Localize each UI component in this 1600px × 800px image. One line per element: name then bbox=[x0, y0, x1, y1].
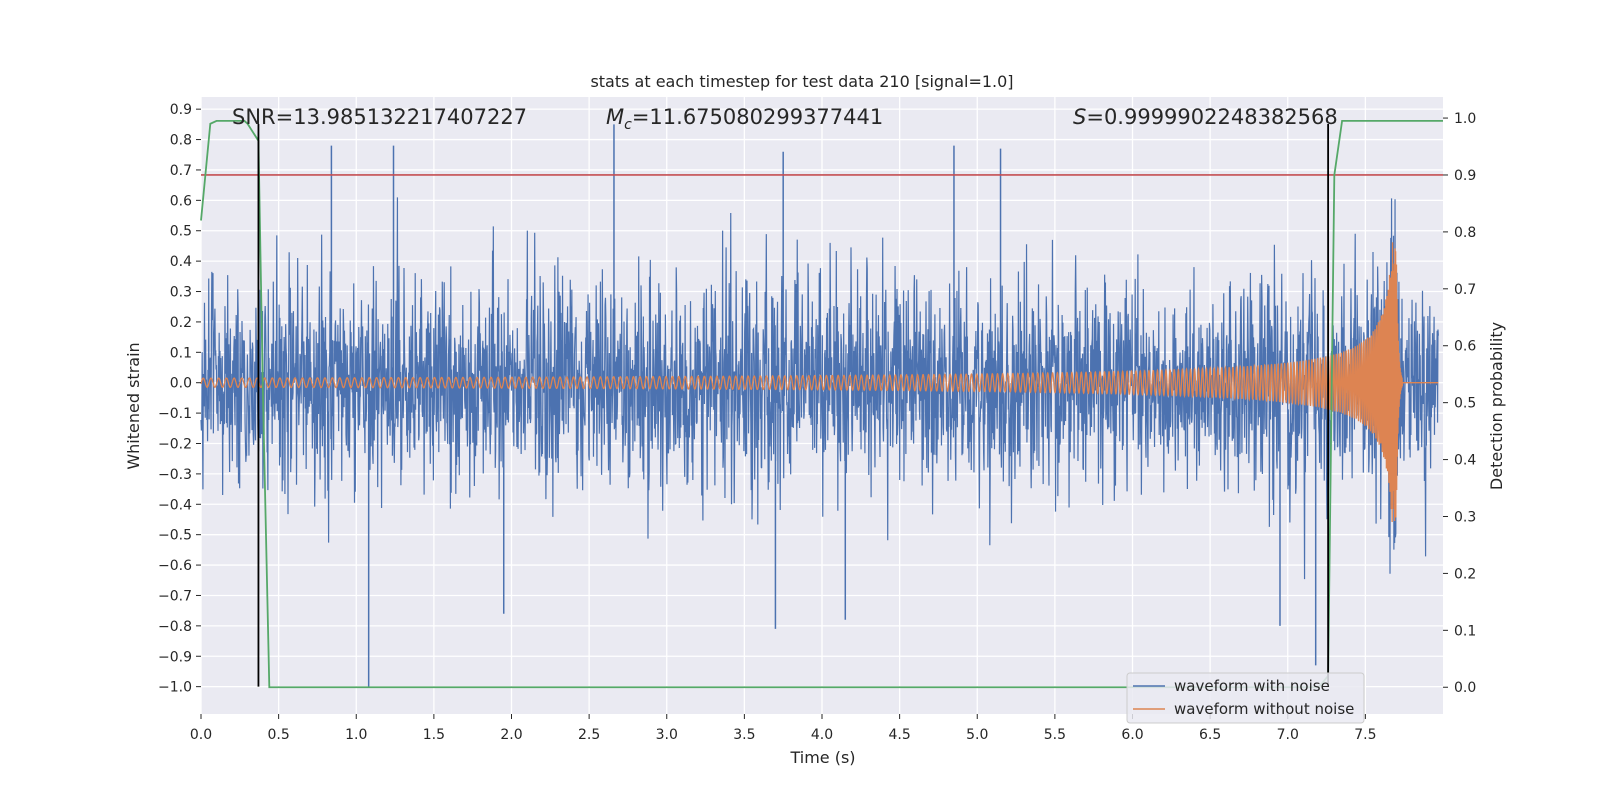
noisy-waveform-line bbox=[200, 197, 1439, 580]
legend: waveform with noise waveform without noi… bbox=[1126, 672, 1365, 724]
clean-waveform-line bbox=[200, 242, 1439, 523]
x-tick-label: 0.0 bbox=[190, 727, 212, 743]
y-tick-label-right: 0.2 bbox=[1454, 566, 1476, 582]
x-tick-label: 5.0 bbox=[966, 727, 988, 743]
s-symbol: S bbox=[1073, 105, 1086, 129]
chirp-mass-subscript: c bbox=[624, 117, 632, 133]
x-tick-label: 4.0 bbox=[811, 727, 833, 743]
y-tick-label-left: 0.6 bbox=[170, 193, 192, 209]
annotations: SNR=13.985132217407227 Mc=11.67508029937… bbox=[232, 105, 1338, 133]
x-tick-label: 6.5 bbox=[1199, 727, 1221, 743]
y-tick-label-left: −0.3 bbox=[158, 467, 192, 483]
x-tick-label: 1.0 bbox=[345, 727, 367, 743]
y-tick-label-left: −0.7 bbox=[158, 588, 192, 604]
s-annotation: S=0.9999902248382568 bbox=[1073, 105, 1338, 129]
x-tick-label: 7.0 bbox=[1277, 727, 1299, 743]
legend-label-clean: waveform without noise bbox=[1174, 700, 1354, 718]
y-tick-label-left: 0.9 bbox=[170, 102, 192, 118]
y-tick-label-left: −0.2 bbox=[158, 436, 192, 452]
x-tick-label: 2.0 bbox=[500, 727, 522, 743]
y-tick-label-right: 0.3 bbox=[1454, 509, 1476, 525]
x-tick-label: 3.0 bbox=[656, 727, 678, 743]
s-value: =0.9999902248382568 bbox=[1086, 105, 1337, 129]
y-tick-label-left: −0.4 bbox=[158, 497, 192, 513]
y-tick-label-left: −0.1 bbox=[158, 406, 192, 422]
y-tick-label-left: 0.1 bbox=[170, 345, 192, 361]
legend-label-noise: waveform with noise bbox=[1174, 677, 1330, 695]
y-tick-label-left: 0.0 bbox=[170, 376, 192, 392]
y-tick-label-right: 0.6 bbox=[1454, 339, 1476, 355]
y-tick-label-right: 0.0 bbox=[1454, 680, 1476, 696]
x-tick-label: 5.5 bbox=[1044, 727, 1066, 743]
y-tick-label-left: −0.5 bbox=[158, 528, 192, 544]
y-tick-label-right: 1.0 bbox=[1454, 111, 1476, 127]
detection-probability-line bbox=[200, 120, 1443, 689]
y-axis-label-left: Whitened strain bbox=[124, 342, 143, 469]
legend-frame bbox=[1126, 672, 1365, 724]
chirp-mass-annotation: Mc=11.675080299377441 bbox=[606, 105, 883, 133]
y-axis-label-right: Detection probability bbox=[1487, 322, 1506, 490]
y-tick-label-left: 0.2 bbox=[170, 315, 192, 331]
chirp-mass-symbol: M bbox=[606, 105, 624, 129]
plot-area: 0.0 0.5 1.0 1.5 2.0 2.5 3.0 3.5 4.0 4.5 5.0 5.5 6.0 6… bbox=[158, 97, 1476, 743]
x-tick-label: 1.5 bbox=[423, 727, 445, 743]
y-tick-label-left: 0.3 bbox=[170, 285, 192, 301]
chirp-mass-value: =11.675080299377441 bbox=[632, 105, 883, 129]
x-tick-label: 6.0 bbox=[1121, 727, 1143, 743]
x-tick-label: 3.5 bbox=[733, 727, 755, 743]
y-tick-label-left: 0.8 bbox=[170, 133, 192, 149]
y-tick-label-left: −1.0 bbox=[158, 680, 192, 696]
y-tick-label-left: −0.6 bbox=[158, 558, 192, 574]
y-tick-label-right: 0.8 bbox=[1454, 225, 1476, 241]
x-tick-label: 4.5 bbox=[888, 727, 910, 743]
y-tick-label-right: 0.4 bbox=[1454, 453, 1476, 469]
x-axis-label: Time (s) bbox=[789, 748, 855, 767]
y-tick-label-left: −0.9 bbox=[158, 649, 192, 665]
y-tick-label-right: 0.5 bbox=[1454, 396, 1476, 412]
y-tick-label-right: 0.7 bbox=[1454, 282, 1476, 298]
snr-annotation: SNR=13.985132217407227 bbox=[232, 105, 527, 129]
x-tick-label: 2.5 bbox=[578, 727, 600, 743]
x-tick-label: 7.5 bbox=[1354, 727, 1376, 743]
y-tick-label-right: 0.9 bbox=[1454, 168, 1476, 184]
y-tick-label-right: 0.1 bbox=[1454, 623, 1476, 639]
y-tick-label-left: 0.4 bbox=[170, 254, 192, 270]
chart-title: stats at each timestep for test data 210… bbox=[590, 72, 1013, 91]
y-tick-label-left: −0.8 bbox=[158, 619, 192, 635]
y-tick-label-left: 0.5 bbox=[170, 224, 192, 240]
y-tick-label-left: 0.7 bbox=[170, 163, 192, 179]
x-tick-label: 0.5 bbox=[267, 727, 289, 743]
